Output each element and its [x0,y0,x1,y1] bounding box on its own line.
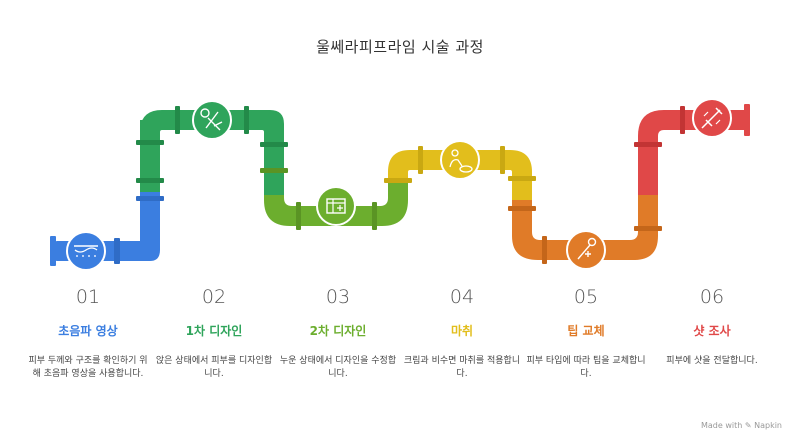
step-number: 01 [75,286,101,308]
step-6: 06 샷 조사 피부에 샷을 전달합니다. [652,286,772,368]
probe-tip-icon [566,230,606,270]
diagram-title: 울쎄라피프라임 시술 과정 [316,38,484,56]
step-2: 02 1차 디자인 앉은 상태에서 피부를 디자인합니다. [154,286,274,381]
step-description: 크림과 비수면 마취를 적용합니다. [403,356,521,379]
step-description: 피부 타입에 따라 팁을 교체합니다. [526,356,646,379]
step-number: 05 [573,286,599,308]
step-number: 06 [699,286,725,308]
ultrasound-wave-icon [66,231,106,271]
step-title: 마취 [450,324,474,338]
pipe-segment-4 [384,146,536,205]
step-1: 01 초음파 영상 피부 두께와 구조를 확인하기 위해 초음파 영상을 사용합… [28,286,148,381]
step-number: 02 [201,286,227,308]
step-3: 03 2차 디자인 누운 상태에서 디자인을 수정합니다. [278,286,398,381]
step-description: 누운 상태에서 디자인을 수정합니다. [279,356,397,379]
step-title: 2차 디자인 [309,324,367,338]
step-title: 1차 디자인 [185,324,243,338]
step-description: 앉은 상태에서 피부를 디자인합니다. [155,356,273,379]
injector-shot-icon [692,98,732,138]
box-edit-icon [316,186,356,226]
cream-apply-icon [440,140,480,180]
pipe-segment-6 [634,104,750,195]
pipe-segment-5 [508,190,662,264]
design-tools-icon [192,100,232,140]
step-description: 피부 두께와 구조를 확인하기 위해 초음파 영상을 사용합니다. [28,356,148,379]
step-description: 피부에 샷을 전달합니다. [666,356,758,366]
step-title: 샷 조사 [693,324,731,338]
pipe-segment-3 [260,168,408,230]
step-number: 03 [325,286,351,308]
step-4: 04 마취 크림과 비수면 마취를 적용합니다. [402,286,522,381]
napkin-watermark: Made with ✎ Napkin [701,421,782,430]
step-5: 05 팁 교체 피부 타입에 따라 팁을 교체합니다. [526,286,646,381]
step-number: 04 [449,286,475,308]
step-title: 초음파 영상 [58,324,118,338]
step-title: 팁 교체 [567,324,605,338]
